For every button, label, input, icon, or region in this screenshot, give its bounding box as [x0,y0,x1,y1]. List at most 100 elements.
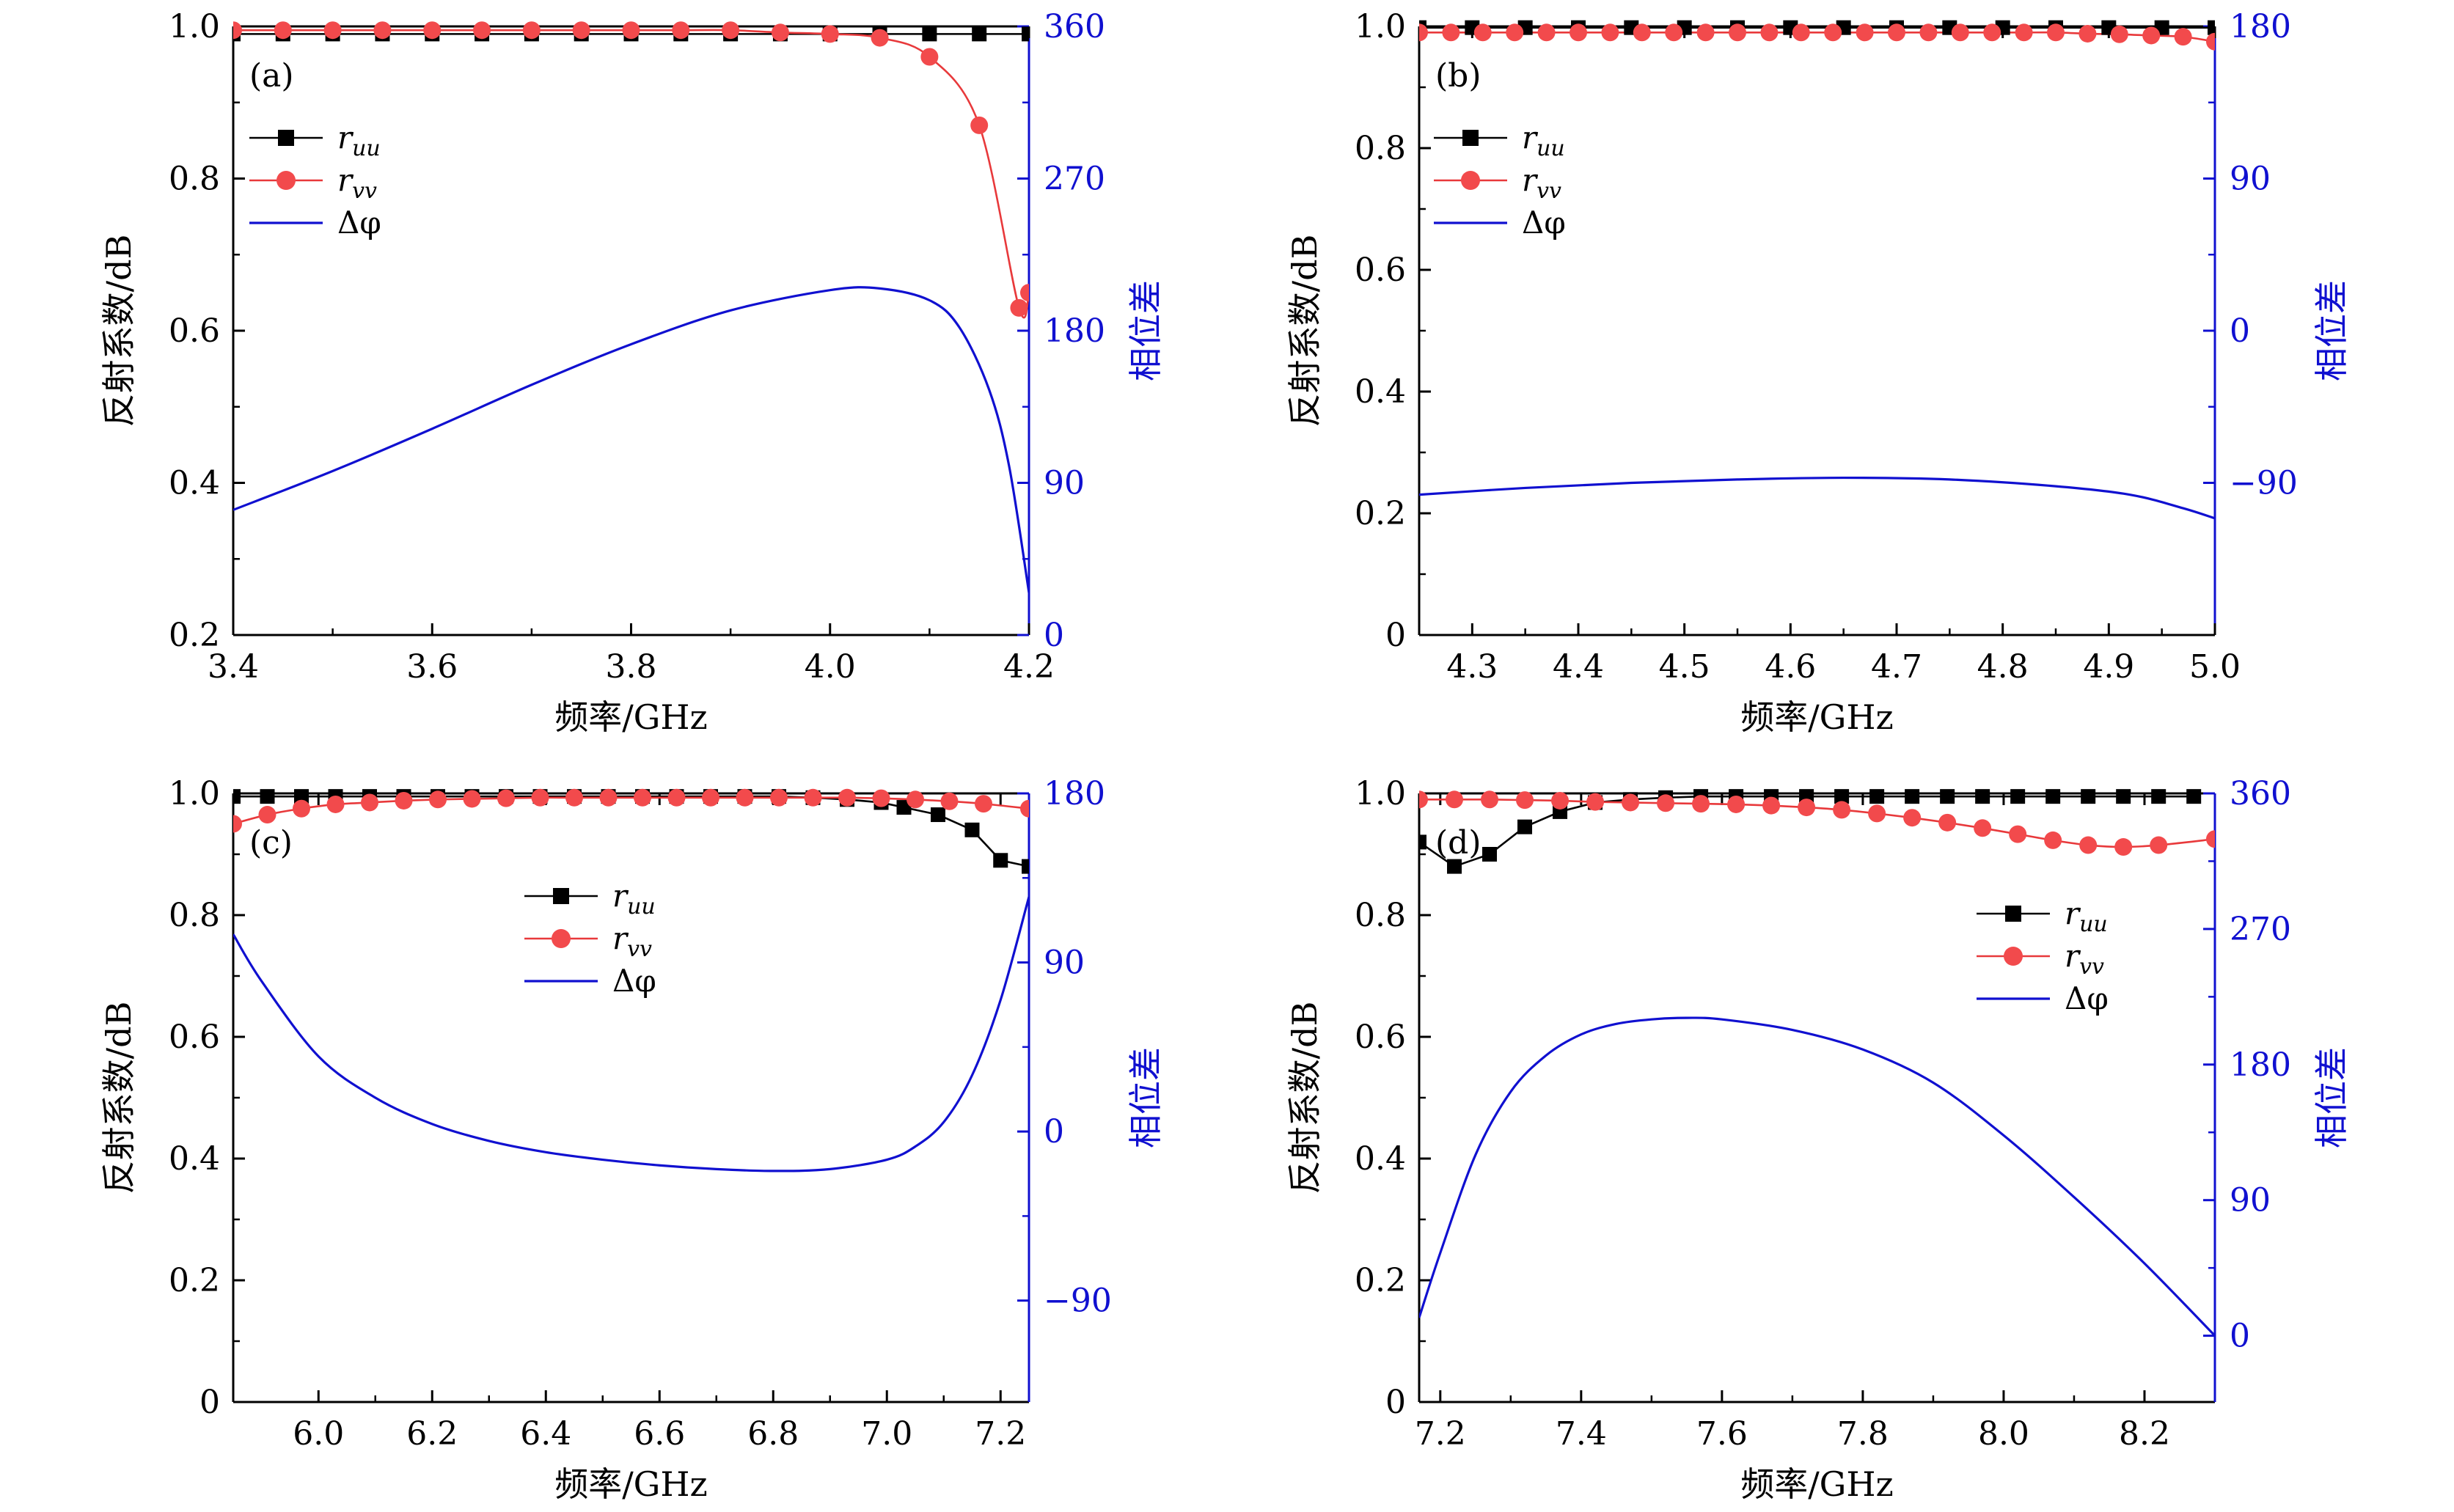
x-tick-label: 6.8 [747,1415,799,1453]
legend-circle-marker [2004,947,2023,966]
r-uu-marker [993,853,1008,868]
y-tick-label: 0.2 [169,617,220,654]
y2-axis-title: 相位差 [2312,1047,2351,1148]
r-vv-marker [771,23,789,42]
y-tick-label: 1.0 [169,8,220,45]
r-vv-marker [1020,284,1029,302]
series-delta-phi-line [233,896,1029,1172]
r-vv-marker [2150,836,2168,854]
panel-c: 6.0 6.2 6.4 6.6 6.8 7.0 7.2 0 0.2 0.4 0.6 0.8 1.0 −90… [99,775,1165,1504]
y2-axis-title: 相位差 [2312,280,2351,381]
r-vv-marker [463,790,481,808]
y2-tick-label: 360 [2230,775,2291,812]
r-vv-marker [1974,819,1992,837]
x-tick-label: 3.6 [406,648,458,686]
r-vv-marker [2015,23,2033,42]
series-delta-phi-line [1419,476,2215,520]
x-axis-title: 频率/GHz [1740,697,1894,737]
plot-area [233,788,1029,1172]
r-vv-marker [274,21,292,40]
r-vv-marker [233,21,242,40]
legend-square-marker [278,130,294,146]
r-vv-marker [2047,23,2065,42]
r-uu-marker [1940,789,1955,804]
r-vv-marker [634,788,651,807]
y2-tick-label: 0 [1044,617,1064,654]
r-vv-marker [872,789,890,807]
y-tick-label: 1.0 [169,775,220,812]
r-vv-marker [2078,24,2097,43]
y-tick-label: 0.8 [1355,130,1406,167]
y2-tick-label: 180 [2230,8,2291,45]
r-uu-marker [260,789,275,804]
x-axis-title: 频率/GHz [554,1464,708,1504]
y-tick-label: 0.4 [169,1140,220,1178]
legend-label: Δφ [337,205,381,241]
r-uu-marker [1517,819,1533,834]
legend-item-r-uu: ruu [249,120,381,161]
r-vv-marker [2114,838,2133,856]
x-axis-title: 频率/GHz [554,697,708,737]
r-vv-marker [1516,791,1534,810]
r-vv-marker [258,806,276,824]
plot-area [1419,20,2215,520]
x-tick-label: 4.5 [1659,648,1710,686]
x-tick-label: 4.2 [1003,648,1055,686]
y-tick-label: 0.6 [1355,252,1406,289]
r-vv-marker [497,789,515,807]
x-tick-label: 7.0 [861,1415,912,1453]
y2-tick-label: 90 [2230,1182,2271,1219]
y2-tick-label: −90 [1044,1282,1112,1320]
x-tick-label: 6.2 [406,1415,458,1453]
r-vv-marker [1442,23,1460,42]
r-vv-marker [736,788,754,807]
r-vv-marker [1601,23,1619,42]
y-tick-label: 0.6 [1355,1019,1406,1056]
r-vv-marker [1833,801,1851,819]
y-tick-label: 0.6 [169,312,220,350]
legend-item-delta-phi: Δφ [249,205,381,241]
y-axis-title: 反射系数/dB [1285,1002,1325,1194]
r-vv-marker [702,788,719,807]
r-vv-marker [838,788,856,807]
r-vv-marker [599,788,618,807]
y2-tick-label: 270 [2230,911,2291,948]
r-uu-marker [2081,789,2096,804]
y2-tick-label: 90 [1044,465,1085,502]
r-vv-marker [975,795,992,813]
x-tick-label: 4.0 [805,648,856,686]
r-vv-marker [1446,790,1464,809]
r-vv-marker [1473,23,1492,42]
r-vv-marker [672,21,690,40]
r-vv-marker [1551,791,1570,810]
legend-label: ruu [337,120,381,161]
r-uu-marker [294,789,309,804]
legend-circle-marker [552,929,571,948]
legend-label: rvv [337,162,377,204]
r-vv-marker [1537,23,1556,42]
y-tick-label: 0.2 [1355,495,1406,532]
legend-item-delta-phi: Δφ [524,963,656,999]
x-tick-label: 6.6 [634,1415,685,1453]
y2-tick-label: 180 [2230,1046,2291,1084]
y-tick-label: 0.8 [169,897,220,934]
r-vv-marker [2174,28,2192,46]
r-vv-marker [1729,23,1746,42]
r-vv-marker [1586,793,1605,811]
r-uu-marker [1447,859,1462,874]
r-vv-marker [572,21,590,40]
y2-tick-label: −90 [2230,465,2298,502]
r-vv-marker [1622,793,1640,812]
legend-label: rvv [612,920,652,962]
r-vv-marker [395,791,413,810]
r-uu-marker [922,26,937,42]
x-tick-label: 4.9 [2083,648,2134,686]
r-vv-marker [1419,23,1428,42]
legend-label: Δφ [1522,205,1566,241]
r-vv-marker [804,788,822,807]
r-vv-marker [821,25,839,43]
r-vv-marker [1868,804,1886,823]
